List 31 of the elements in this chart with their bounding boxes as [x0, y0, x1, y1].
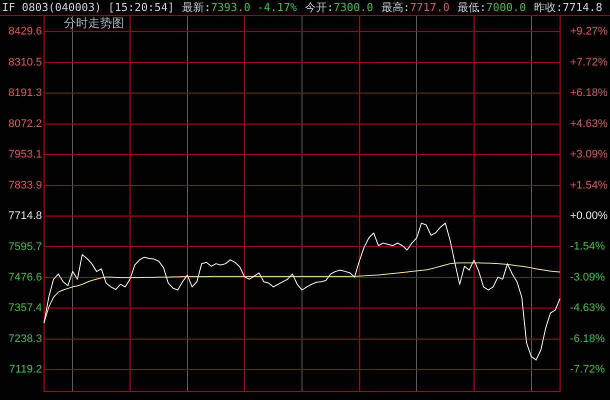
- y-tick-label: 7595.7: [8, 240, 42, 253]
- text: 今开:7300.0: [304, 1, 374, 14]
- y-tick-label: 7953.1: [8, 148, 42, 161]
- y2-tick-label: +6.18%: [570, 87, 608, 100]
- y2-tick-label: -4.63%: [570, 302, 606, 314]
- y-tick-label: 7476.6: [8, 271, 42, 284]
- y2-tick-label: +7.72%: [570, 56, 608, 68]
- text: 最低:7000.0: [458, 1, 526, 14]
- y-tick-label: 8191.3: [8, 87, 42, 100]
- chart-subtitle: 分时走势图: [64, 16, 124, 30]
- text: 最新:7393.0 -4.17%: [182, 1, 297, 14]
- y2-tick-label: +4.63%: [570, 118, 608, 130]
- y2-tick-label: -1.54%: [570, 240, 606, 253]
- y-tick-label: 7833.9: [8, 179, 42, 192]
- y2-tick-label: -6.18%: [570, 333, 606, 346]
- text: 最高:7717.0: [381, 1, 450, 14]
- y2-tick-label: -7.72%: [570, 364, 606, 376]
- y2-tick-label: -3.09%: [570, 272, 606, 284]
- y-tick-label: 7357.4: [8, 302, 42, 314]
- y2-tick-label: +0.00%: [570, 210, 608, 222]
- y-tick-label: 7714.8: [8, 210, 42, 222]
- y2-tick-label: +3.09%: [570, 148, 608, 161]
- y-tick-label: 8310.5: [8, 56, 42, 68]
- text: 昨收:7714.8: [534, 1, 602, 14]
- y2-tick-label: +9.27%: [570, 26, 608, 38]
- y-tick-label: 7119.2: [9, 364, 42, 376]
- y2-tick-label: +1.54%: [570, 179, 608, 192]
- y-tick-label: 7238.3: [8, 332, 42, 345]
- y-tick-label: 8429.6: [8, 26, 42, 38]
- y-tick-label: 8072.2: [8, 118, 42, 130]
- chart-title: IF 0803(040003) [15:20:54]: [2, 1, 174, 14]
